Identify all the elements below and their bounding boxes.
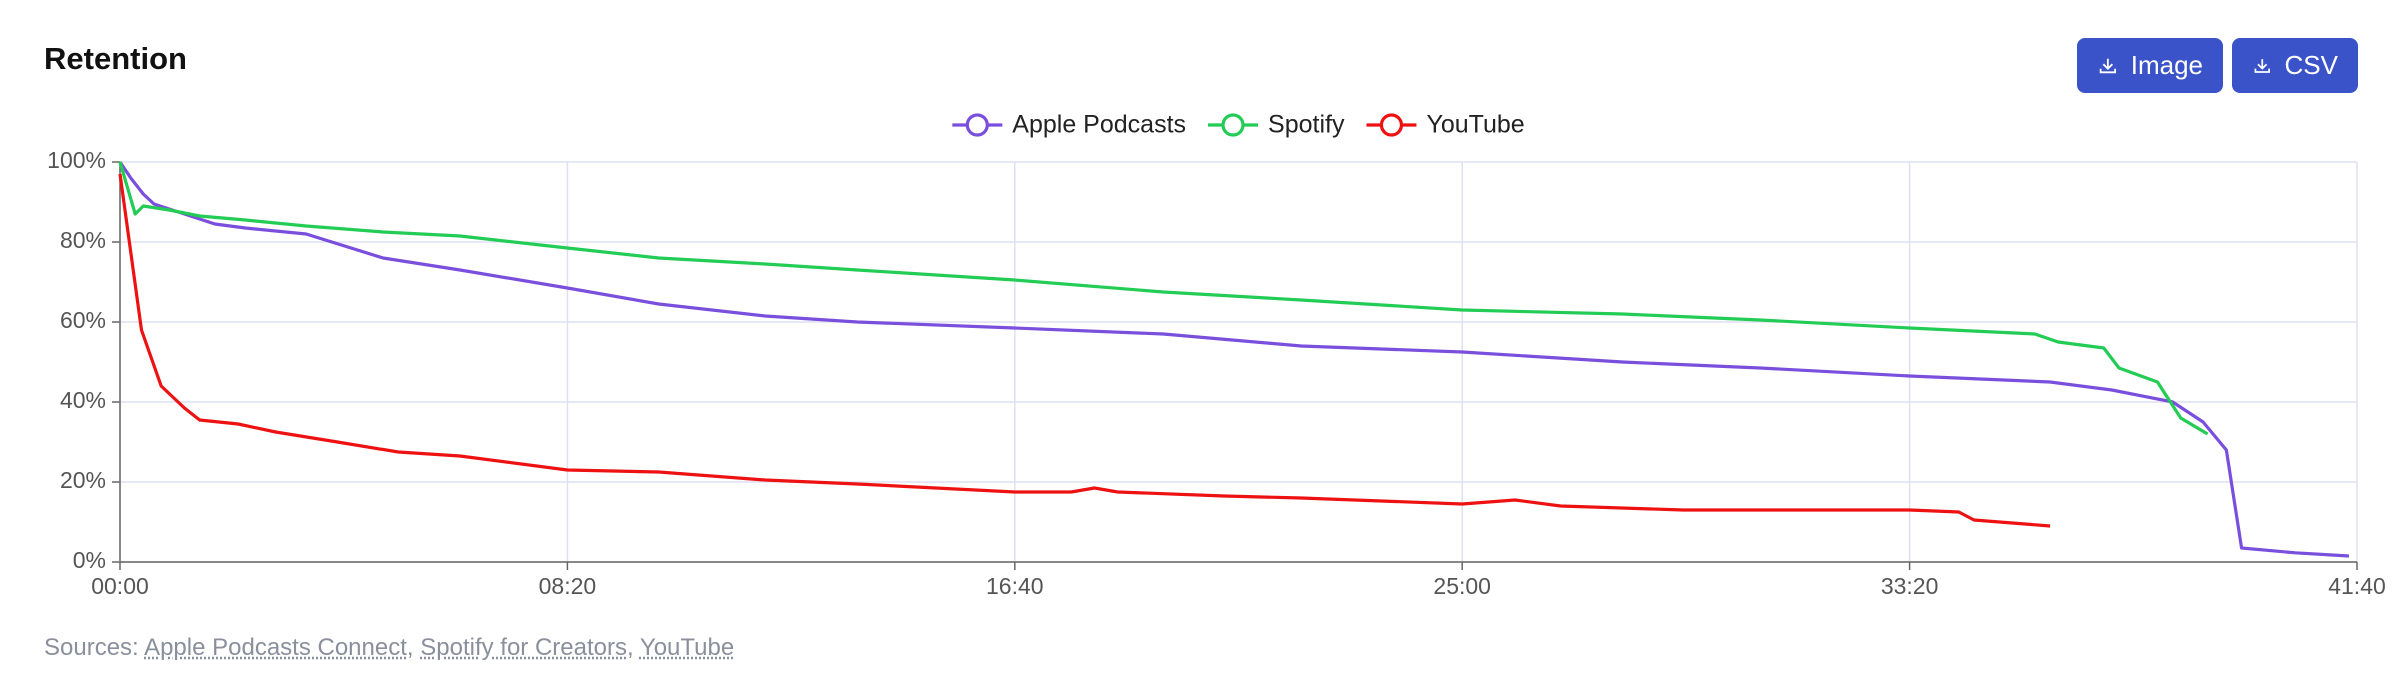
download-icon bbox=[2099, 58, 2117, 73]
x-tick-label: 00:00 bbox=[91, 573, 149, 599]
legend: Apple Podcasts Spotify YouTube bbox=[952, 111, 1525, 139]
legend-marker bbox=[1379, 113, 1404, 137]
series-line bbox=[118, 173, 2051, 528]
x-tick-label: 33:20 bbox=[1881, 573, 1939, 599]
legend-marker bbox=[965, 113, 989, 137]
y-tick-label: 80% bbox=[60, 227, 106, 253]
image-button[interactable]: Image bbox=[2077, 38, 2223, 93]
x-tick-label: 41:40 bbox=[2328, 573, 2386, 599]
sources-label: Sources: bbox=[44, 634, 139, 661]
button-label: Image bbox=[2130, 50, 2203, 80]
y-tick-label: 100% bbox=[47, 147, 106, 173]
button-label: CSV bbox=[2284, 50, 2338, 80]
download-icon bbox=[2254, 58, 2270, 73]
legend-marker bbox=[1221, 113, 1245, 137]
sources: Sources: Apple Podcasts Connect, Spotify… bbox=[44, 634, 734, 662]
x-tick-label: 25:00 bbox=[1433, 573, 1491, 599]
series-line bbox=[118, 161, 2209, 436]
y-tick-label: 20% bbox=[60, 467, 106, 493]
y-tick-label: 40% bbox=[60, 387, 106, 413]
y-tick-label: 60% bbox=[60, 307, 106, 333]
x-tick-label: 08:20 bbox=[539, 573, 597, 599]
legend-item: YouTube bbox=[1366, 111, 1525, 139]
legend-label: Spotify bbox=[1268, 111, 1345, 139]
separator: , bbox=[626, 634, 634, 661]
source-link[interactable]: Spotify for Creators bbox=[420, 634, 627, 661]
legend-label: YouTube bbox=[1426, 111, 1524, 139]
series-line bbox=[118, 161, 2350, 558]
chart-title: Retention bbox=[44, 41, 187, 76]
legend-item: Apple Podcasts bbox=[952, 111, 1186, 139]
legend-label: Apple Podcasts bbox=[1012, 111, 1186, 139]
y-tick-label: 0% bbox=[73, 547, 106, 573]
x-tick-label: 16:40 bbox=[986, 573, 1044, 599]
csv-button[interactable]: CSV bbox=[2232, 38, 2358, 93]
separator: , bbox=[406, 634, 414, 661]
legend-item: Spotify bbox=[1208, 111, 1345, 139]
source-link[interactable]: Apple Podcasts Connect bbox=[144, 634, 407, 661]
source-link[interactable]: YouTube bbox=[639, 634, 735, 661]
